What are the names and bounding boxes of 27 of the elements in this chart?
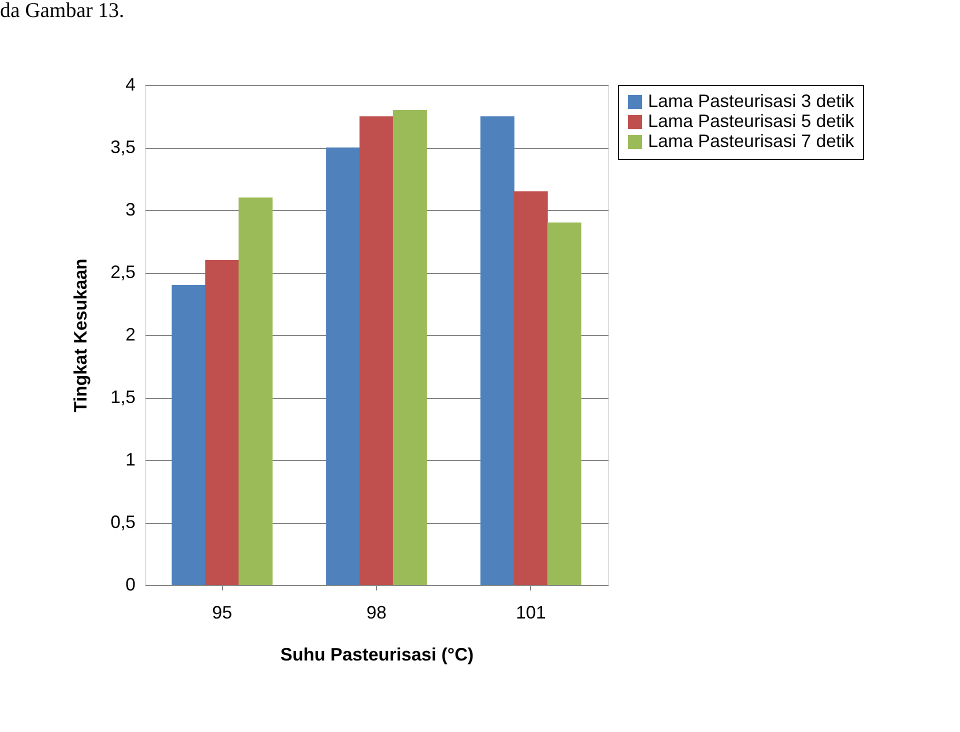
legend-label: Lama Pasteurisasi 3 detik bbox=[648, 91, 856, 111]
bar bbox=[172, 285, 206, 585]
x-tick-label: 98 bbox=[366, 602, 387, 622]
y-tick-label: 3 bbox=[125, 200, 136, 220]
y-tick-label: 3,5 bbox=[110, 137, 136, 157]
y-axis-title: Tingkat Kesukaan bbox=[70, 258, 90, 412]
y-tick-label: 1,5 bbox=[110, 387, 136, 407]
y-tick-label: 0,5 bbox=[110, 512, 136, 532]
bar bbox=[205, 260, 240, 585]
y-tick-label: 2 bbox=[125, 324, 136, 344]
bar bbox=[392, 110, 427, 585]
text: da Gambar 13. bbox=[0, 0, 124, 22]
legend-label: Lama Pasteurisasi 5 detik bbox=[648, 111, 856, 131]
bar bbox=[360, 116, 394, 585]
y-tick-label: 1 bbox=[125, 450, 136, 470]
bar bbox=[514, 191, 548, 585]
y-tick-label: 0 bbox=[125, 574, 136, 594]
x-axis-title: Suhu Pasteurisasi (°C) bbox=[280, 644, 474, 664]
x-tick-label: 95 bbox=[212, 602, 232, 622]
bar bbox=[480, 116, 514, 585]
legend-label: Lama Pasteurisasi 7 detik bbox=[648, 131, 856, 151]
bar bbox=[326, 148, 360, 585]
x-tick-label: 101 bbox=[516, 602, 546, 622]
y-tick-label: 2,5 bbox=[110, 262, 136, 282]
y-tick-label: 4 bbox=[125, 74, 136, 94]
bar bbox=[238, 198, 273, 585]
bar bbox=[547, 222, 582, 585]
